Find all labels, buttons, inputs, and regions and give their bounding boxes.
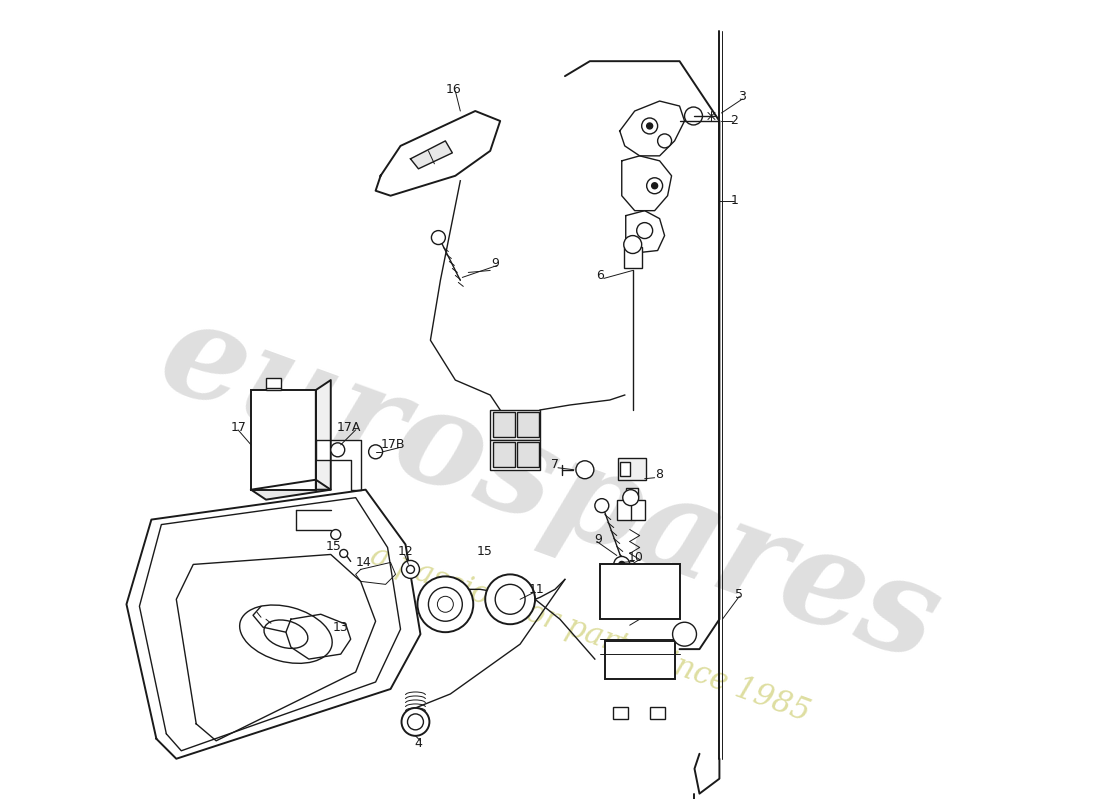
Text: 9: 9: [492, 257, 499, 270]
Bar: [517, 412, 539, 437]
Circle shape: [418, 576, 473, 632]
Text: 15: 15: [476, 545, 492, 558]
Polygon shape: [626, 210, 664, 253]
Polygon shape: [286, 614, 351, 659]
Text: 12: 12: [397, 545, 414, 558]
Text: 9: 9: [594, 533, 602, 546]
Bar: [493, 412, 515, 437]
Bar: [624, 246, 641, 269]
Text: 17: 17: [231, 422, 248, 434]
Text: 4: 4: [415, 738, 422, 750]
Bar: [266, 378, 280, 390]
Circle shape: [431, 230, 446, 245]
Polygon shape: [621, 156, 672, 210]
Text: 17A: 17A: [337, 422, 361, 434]
Polygon shape: [375, 111, 500, 196]
Circle shape: [619, 562, 625, 567]
Polygon shape: [410, 141, 452, 169]
Bar: [618, 458, 646, 480]
Bar: [605, 641, 674, 679]
Circle shape: [651, 182, 658, 189]
Circle shape: [402, 708, 429, 736]
Circle shape: [438, 596, 453, 612]
Circle shape: [595, 498, 608, 513]
Text: 15: 15: [326, 540, 342, 553]
Circle shape: [402, 561, 419, 578]
Bar: [650, 707, 664, 719]
Circle shape: [614, 557, 629, 572]
Text: a passion for parts since 1985: a passion for parts since 1985: [366, 540, 814, 728]
Bar: [251, 390, 316, 490]
Bar: [619, 462, 629, 476]
Bar: [617, 500, 645, 519]
Circle shape: [684, 107, 703, 125]
Circle shape: [428, 587, 462, 622]
Circle shape: [340, 550, 348, 558]
Circle shape: [647, 123, 652, 129]
Text: 16: 16: [446, 82, 461, 95]
Bar: [491, 410, 540, 440]
Circle shape: [647, 178, 662, 194]
Text: 2: 2: [730, 114, 738, 127]
Polygon shape: [316, 440, 361, 490]
Text: 14: 14: [355, 556, 372, 569]
Bar: [626, 488, 638, 496]
Ellipse shape: [264, 620, 308, 649]
Bar: [491, 440, 540, 470]
Text: 5: 5: [735, 588, 744, 601]
Text: 13: 13: [333, 621, 349, 634]
Circle shape: [658, 134, 672, 148]
Bar: [613, 707, 628, 719]
Circle shape: [641, 118, 658, 134]
Circle shape: [368, 445, 383, 458]
Text: 17B: 17B: [381, 438, 405, 451]
Circle shape: [407, 714, 424, 730]
Text: 7: 7: [551, 458, 559, 471]
Circle shape: [407, 566, 415, 574]
Circle shape: [331, 443, 344, 457]
Circle shape: [485, 574, 535, 624]
Circle shape: [495, 584, 525, 614]
Text: eurospares: eurospares: [144, 290, 956, 690]
Circle shape: [331, 530, 341, 539]
Text: 3: 3: [738, 90, 746, 102]
Polygon shape: [316, 380, 331, 490]
Circle shape: [637, 222, 652, 238]
Polygon shape: [251, 480, 331, 500]
Text: 1: 1: [730, 194, 738, 207]
Text: 10: 10: [628, 551, 643, 564]
Polygon shape: [355, 562, 396, 584]
Bar: [493, 442, 515, 466]
Text: 11: 11: [529, 583, 544, 596]
Bar: [600, 565, 680, 619]
Circle shape: [672, 622, 696, 646]
Text: 8: 8: [656, 468, 663, 482]
Circle shape: [623, 490, 639, 506]
Circle shape: [624, 235, 641, 254]
Bar: [517, 442, 539, 466]
Polygon shape: [619, 101, 684, 156]
Circle shape: [576, 461, 594, 478]
Ellipse shape: [240, 605, 332, 663]
Text: 6: 6: [596, 269, 604, 282]
